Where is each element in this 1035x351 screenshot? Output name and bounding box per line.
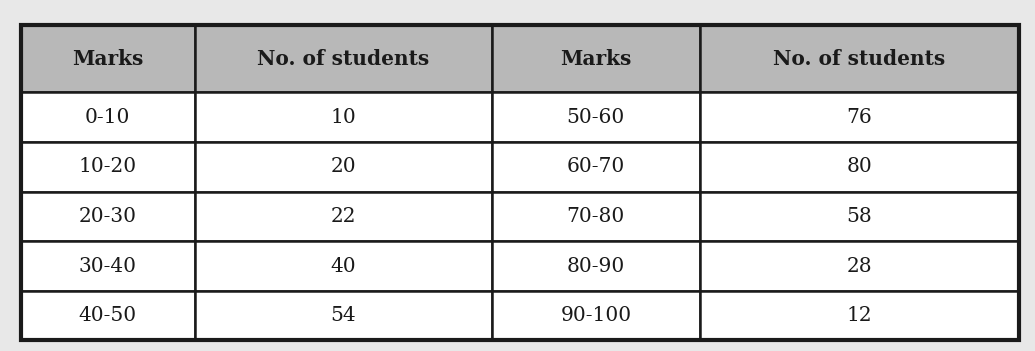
Text: 90-100: 90-100 [560,306,631,325]
Bar [700,192,1019,241]
Text: 80-90: 80-90 [567,257,625,276]
Text: 22: 22 [330,207,356,226]
Bar [195,25,492,92]
Bar [492,142,700,192]
Text: 50-60: 50-60 [567,108,625,127]
Bar [21,92,195,142]
Bar [492,25,700,92]
Text: 10-20: 10-20 [79,157,137,177]
Bar [492,241,700,291]
Bar [21,25,195,92]
Text: 40: 40 [330,257,356,276]
Text: 58: 58 [847,207,873,226]
Text: 28: 28 [847,257,873,276]
Text: 76: 76 [847,108,873,127]
Text: 40-50: 40-50 [79,306,137,325]
Bar [700,25,1019,92]
Text: 20-30: 20-30 [79,207,137,226]
Bar [700,241,1019,291]
Text: 20: 20 [330,157,356,177]
Bar [492,291,700,340]
Text: 54: 54 [330,306,356,325]
Text: 60-70: 60-70 [567,157,625,177]
Bar [700,92,1019,142]
Bar [700,142,1019,192]
Text: Marks: Marks [560,48,631,68]
Bar [492,92,700,142]
Bar [700,291,1019,340]
Text: 0-10: 0-10 [85,108,130,127]
Text: No. of students: No. of students [258,48,430,68]
Bar [195,92,492,142]
Text: 10: 10 [330,108,356,127]
Bar [195,291,492,340]
Bar [21,142,195,192]
Bar [21,241,195,291]
Text: 12: 12 [847,306,873,325]
Bar [21,291,195,340]
Text: 80: 80 [847,157,873,177]
Text: Marks: Marks [72,48,144,68]
Text: 70-80: 70-80 [567,207,625,226]
Bar [21,192,195,241]
Text: 30-40: 30-40 [79,257,137,276]
Bar [492,192,700,241]
Bar [195,241,492,291]
Bar [195,192,492,241]
Text: No. of students: No. of students [773,48,946,68]
Bar [195,142,492,192]
